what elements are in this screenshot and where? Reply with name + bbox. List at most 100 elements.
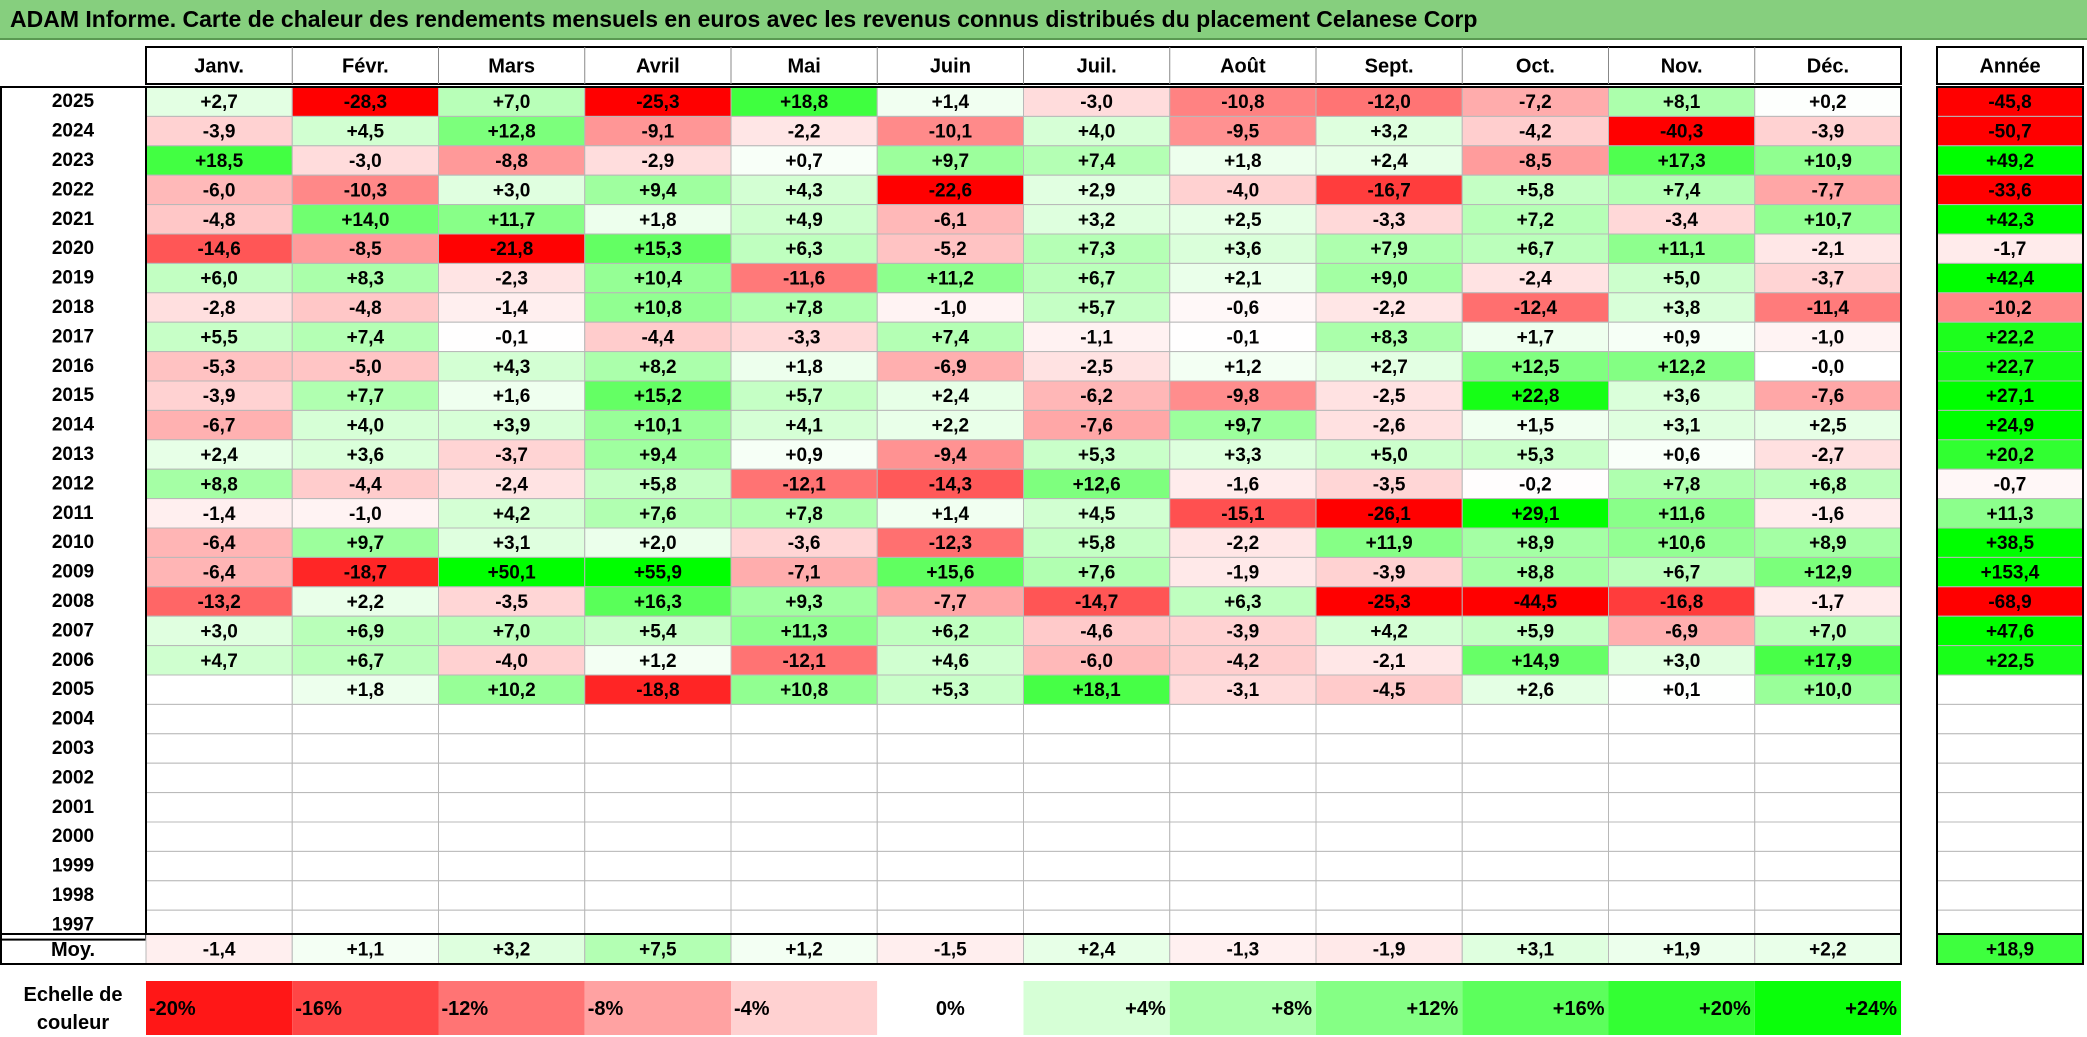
scale-label: couleur bbox=[37, 1012, 109, 1034]
year-label: 2013 bbox=[52, 444, 94, 465]
cell-value: +7,3 bbox=[1078, 239, 1116, 260]
heatmap-cell bbox=[1023, 145, 1171, 176]
cell-value: -26,1 bbox=[1367, 504, 1411, 525]
heatmap-cell bbox=[584, 233, 732, 264]
heatmap-cell bbox=[438, 762, 586, 794]
cell-value: -2,4 bbox=[495, 474, 528, 495]
cell-value: +7,6 bbox=[639, 504, 677, 525]
cell-value: -40,3 bbox=[1660, 122, 1703, 143]
cell-value: -2,5 bbox=[1080, 357, 1113, 378]
scale-swatch bbox=[1169, 981, 1316, 1035]
heatmap-cell bbox=[1315, 351, 1463, 382]
year-label: 2024 bbox=[52, 121, 95, 142]
cell-value: +1,7 bbox=[1517, 327, 1555, 348]
heatmap-cell bbox=[1169, 351, 1317, 382]
heatmap-cell bbox=[1608, 733, 1756, 764]
heatmap-cell bbox=[1608, 145, 1756, 176]
annual-cell bbox=[1936, 262, 2084, 294]
cell-value: +7,4 bbox=[1663, 180, 1701, 201]
heatmap-cell bbox=[730, 821, 878, 852]
heatmap-cell bbox=[1608, 527, 1756, 558]
cell-value: +5,7 bbox=[1078, 298, 1116, 319]
heatmap-cell bbox=[1754, 645, 1902, 676]
cell-value: -25,3 bbox=[636, 92, 679, 113]
heatmap-cell bbox=[1608, 556, 1756, 588]
heatmap-cell bbox=[1754, 733, 1902, 764]
heatmap-cell bbox=[1315, 880, 1463, 911]
cell-value: +8,1 bbox=[1663, 92, 1701, 113]
heatmap-cell bbox=[1461, 645, 1609, 676]
heatmap-cell bbox=[1461, 174, 1609, 206]
cell-value: +8,2 bbox=[639, 357, 677, 378]
annual-value: +22,2 bbox=[1986, 327, 2034, 348]
heatmap-cell bbox=[438, 233, 586, 264]
cell-value: +50,1 bbox=[488, 563, 537, 584]
cell-value: -1,0 bbox=[349, 504, 382, 525]
scale-swatch bbox=[1462, 981, 1609, 1035]
cell-value: -12,0 bbox=[1367, 92, 1410, 113]
heatmap-cell bbox=[1023, 674, 1171, 705]
year-label: 2006 bbox=[52, 650, 94, 671]
cell-value: +1,8 bbox=[639, 210, 677, 231]
heatmap-cell bbox=[876, 703, 1024, 735]
cell-value: -7,6 bbox=[1812, 386, 1845, 407]
heatmap-cell bbox=[1754, 204, 1902, 235]
heatmap-cell bbox=[1754, 409, 1902, 441]
heatmap-cell bbox=[730, 262, 878, 294]
heatmap-cell bbox=[1461, 292, 1609, 323]
heatmap-cell bbox=[1023, 380, 1171, 411]
heatmap-cell bbox=[291, 292, 439, 323]
heatmap-cell bbox=[145, 674, 293, 705]
cell-value: +7,4 bbox=[347, 327, 385, 348]
cell-value: +18,1 bbox=[1073, 680, 1122, 701]
year-label: 2025 bbox=[52, 91, 95, 112]
cell-value: -0,6 bbox=[1227, 298, 1260, 319]
cell-value: +0,9 bbox=[785, 445, 823, 466]
annual-value: +49,2 bbox=[1986, 151, 2034, 172]
cell-value: +6,0 bbox=[200, 269, 238, 290]
heatmap-cell bbox=[1023, 821, 1171, 852]
heatmap-cell bbox=[584, 439, 732, 470]
heatmap-cell bbox=[438, 409, 586, 441]
heatmap-cell bbox=[1023, 262, 1171, 294]
annual-cell bbox=[1936, 792, 2084, 823]
cell-value: -7,1 bbox=[788, 563, 821, 584]
heatmap-cell bbox=[291, 556, 439, 588]
year-label: 1999 bbox=[52, 856, 94, 877]
heatmap-cell bbox=[1754, 380, 1902, 411]
cell-value: -0,0 bbox=[1812, 357, 1845, 378]
cell-value: -2,7 bbox=[1812, 445, 1845, 466]
cell-value: -3,9 bbox=[1812, 122, 1845, 143]
heatmap-cell bbox=[1608, 821, 1756, 852]
cell-value: -6,1 bbox=[934, 210, 967, 231]
cell-value: +10,4 bbox=[634, 269, 683, 290]
cell-value: -6,0 bbox=[203, 180, 236, 201]
heatmap-cell bbox=[1608, 703, 1756, 735]
annual-cell bbox=[1936, 86, 2084, 117]
average-cell bbox=[1608, 933, 1756, 965]
annual-value: -33,6 bbox=[1988, 180, 2031, 201]
heatmap-cell bbox=[876, 86, 1024, 117]
month-header: Sept. bbox=[1365, 56, 1414, 78]
heatmap-cell bbox=[876, 439, 1024, 470]
heatmap-cell bbox=[1023, 586, 1171, 617]
heatmap-cell bbox=[438, 792, 586, 823]
cell-value: +1,4 bbox=[932, 92, 970, 113]
cell-value: -12,1 bbox=[782, 651, 826, 672]
heatmap-cell bbox=[1023, 233, 1171, 264]
cell-value: -4,2 bbox=[1227, 651, 1260, 672]
cell-value: -5,0 bbox=[349, 357, 382, 378]
cell-value: -3,0 bbox=[349, 151, 382, 172]
scale-tick-label: +8% bbox=[1271, 998, 1312, 1020]
cell-value: +3,1 bbox=[493, 533, 531, 554]
heatmap-cell bbox=[438, 468, 586, 500]
year-label: 2023 bbox=[52, 150, 94, 171]
heatmap-cell bbox=[291, 586, 439, 617]
heatmap-cell bbox=[291, 174, 439, 206]
cell-value: +2,7 bbox=[200, 92, 238, 113]
heatmap-cell bbox=[1754, 556, 1902, 588]
heatmap-cell bbox=[1754, 821, 1902, 852]
cell-value: -1,1 bbox=[1080, 327, 1113, 348]
cell-value: +6,9 bbox=[347, 621, 385, 642]
heatmap-cell bbox=[730, 292, 878, 323]
